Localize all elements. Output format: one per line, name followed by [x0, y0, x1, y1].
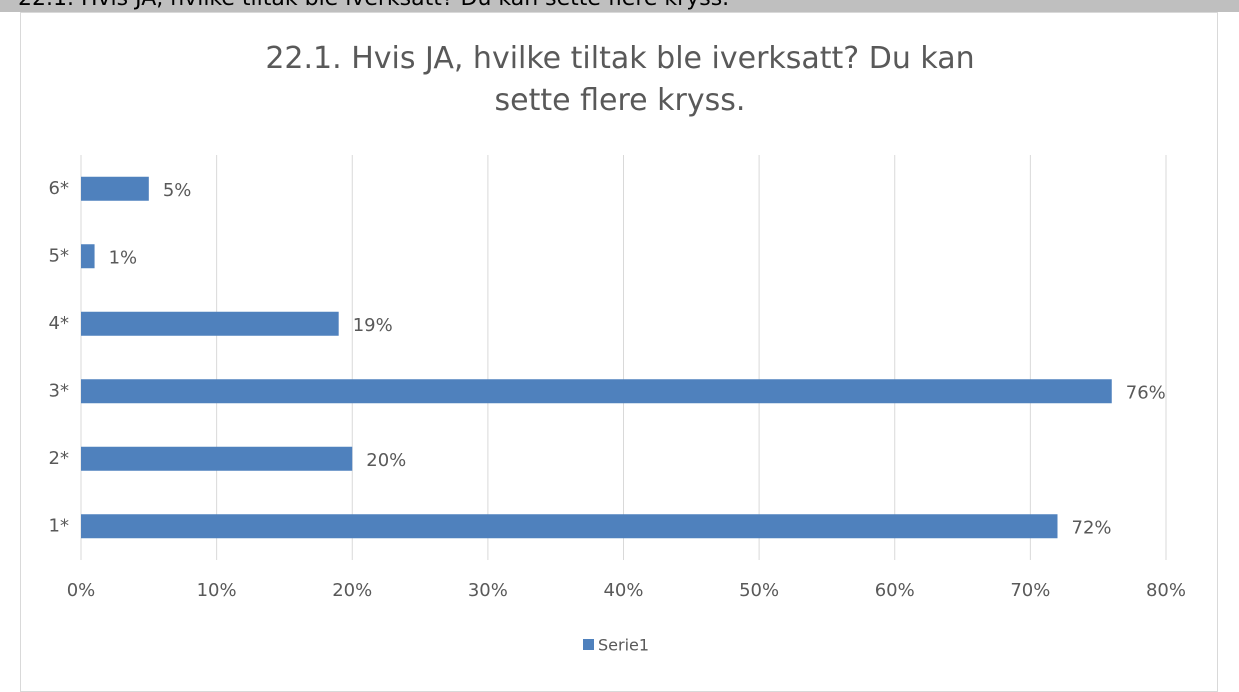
x-tick-label: 60%	[875, 580, 915, 601]
value-label: 72%	[1072, 517, 1112, 538]
x-tick-label: 70%	[1010, 580, 1050, 601]
value-label: 19%	[353, 315, 393, 336]
bar	[81, 244, 95, 269]
chart: 0% 10% 20% 30% 40% 50% 60% 70% 80% 1* 72% 2* 20% 3* 76…	[49, 155, 1186, 655]
bar	[81, 311, 339, 336]
y-tick-label: 3*	[49, 380, 69, 401]
value-label: 76%	[1126, 382, 1166, 403]
legend-swatch	[583, 639, 594, 650]
bar	[81, 176, 149, 201]
value-label: 1%	[109, 247, 138, 268]
x-tick-label: 80%	[1146, 580, 1186, 601]
bar	[81, 514, 1058, 539]
bar	[81, 446, 353, 471]
y-tick-label: 1*	[49, 515, 69, 536]
x-tick-label: 40%	[603, 580, 643, 601]
x-tick-label: 30%	[468, 580, 508, 601]
y-tick-label: 5*	[49, 245, 69, 266]
bar	[81, 379, 1112, 404]
y-tick-label: 2*	[49, 448, 69, 469]
header-text: 22.1. Hvis JA, hvilke tiltak ble iverksa…	[18, 0, 729, 11]
value-label: 5%	[163, 180, 192, 201]
header-strip: 22.1. Hvis JA, hvilke tiltak ble iverksa…	[0, 0, 1239, 12]
y-tick-label: 6*	[49, 178, 69, 199]
chart-title: 22.1. Hvis JA, hvilke tiltak ble iverksa…	[265, 41, 975, 118]
x-tick-label: 50%	[739, 580, 779, 601]
value-label: 20%	[366, 450, 406, 471]
x-tick-label: 10%	[197, 580, 237, 601]
x-tick-label: 0%	[67, 580, 96, 601]
x-tick-label: 20%	[332, 580, 372, 601]
y-tick-label: 4*	[49, 313, 69, 334]
legend-label: Serie1	[598, 636, 649, 655]
